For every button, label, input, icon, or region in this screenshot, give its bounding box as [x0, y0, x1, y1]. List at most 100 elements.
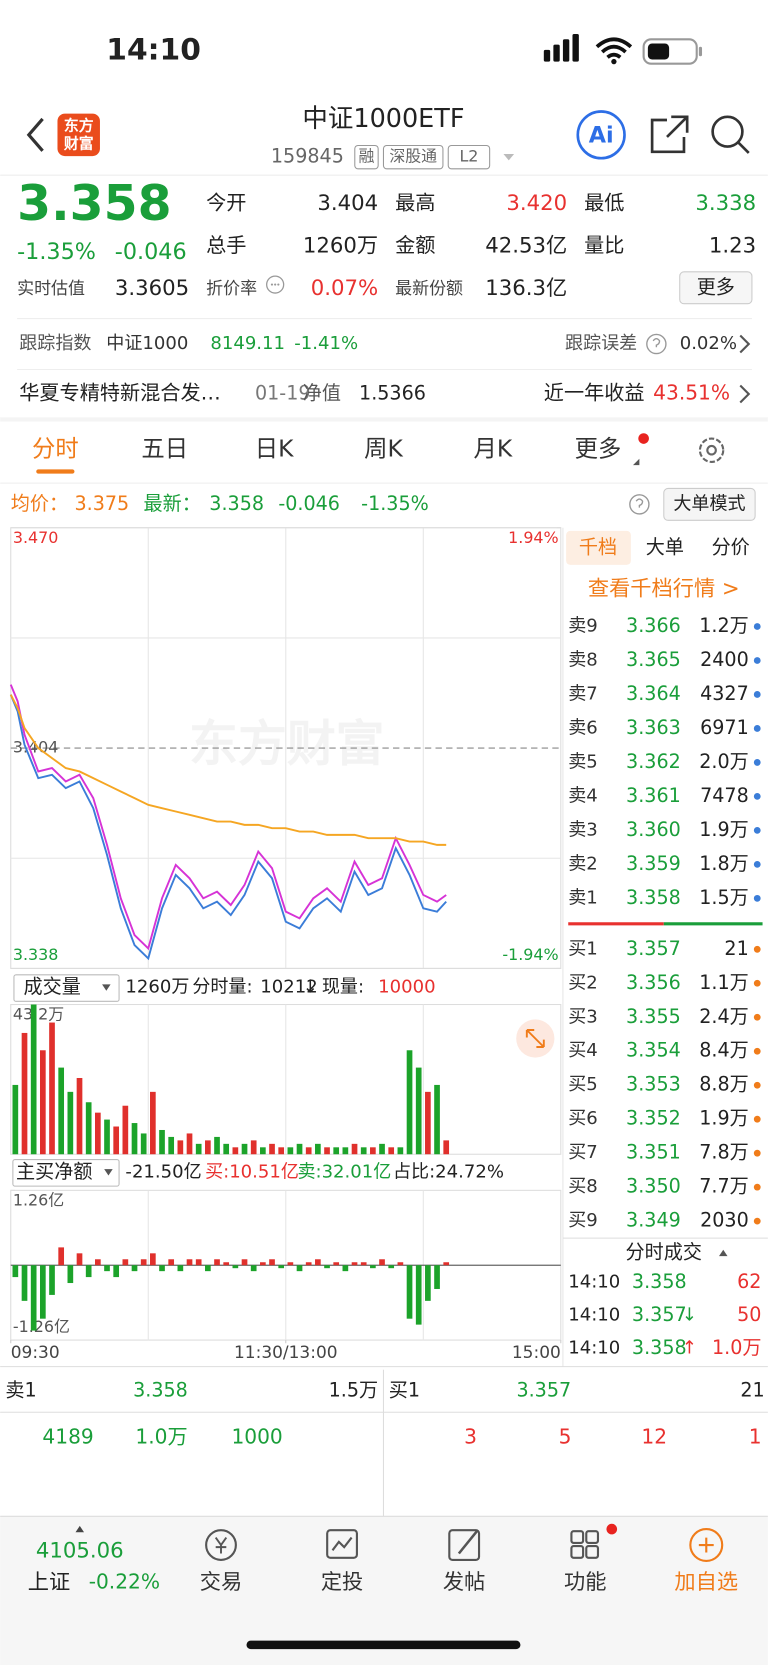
- search-button[interactable]: [711, 115, 744, 148]
- price-line: [9, 694, 447, 846]
- bar: [269, 1143, 275, 1155]
- last-price: 3.358: [17, 175, 171, 232]
- chart-tab[interactable]: 月K: [473, 435, 512, 463]
- order-book-link[interactable]: 查看千档行情 >: [588, 576, 740, 601]
- bottom-nav: [0, 1516, 768, 1665]
- chart-tab[interactable]: 分时: [32, 435, 79, 463]
- bar: [122, 1105, 129, 1155]
- bar: [85, 1265, 92, 1278]
- volume-selector[interactable]: [13, 974, 120, 1002]
- chart-tab[interactable]: 更多: [575, 435, 622, 463]
- summary-bid-label: 买1: [389, 1379, 420, 1402]
- mode-button-label[interactable]: 大单模式: [673, 493, 745, 514]
- nav-item[interactable]: 功能: [564, 1570, 606, 1595]
- bar: [150, 1091, 156, 1155]
- bar: [95, 1259, 101, 1266]
- avg-label: 均价：: [11, 492, 68, 515]
- chart-tab[interactable]: 日K: [255, 435, 294, 463]
- volume-selector-label[interactable]: 成交量: [23, 975, 80, 998]
- index-value[interactable]: 4105.06: [36, 1538, 124, 1563]
- tracking-index: 中证1000: [106, 333, 188, 354]
- bar: [388, 1265, 395, 1269]
- info-icon: [635, 498, 644, 508]
- level-volume: 2.4万: [699, 1005, 749, 1028]
- summary-ask-price: 3.358: [133, 1379, 188, 1402]
- order-book-tab[interactable]: 分价: [712, 535, 750, 558]
- index-pct[interactable]: -0.22%: [89, 1570, 160, 1594]
- price-line: [9, 684, 447, 951]
- field-value: 42.53亿: [485, 233, 567, 258]
- chart-tab[interactable]: 五日: [141, 435, 188, 463]
- level-volume: 1.5万: [699, 886, 749, 909]
- nav-icon: [698, 1537, 714, 1553]
- bar: [159, 1129, 165, 1155]
- wifi-icon: [595, 37, 633, 59]
- flow-selector[interactable]: [12, 1159, 120, 1187]
- nav-item[interactable]: 加自选: [674, 1570, 738, 1595]
- order-book-tab[interactable]: 大单: [646, 535, 684, 558]
- y-tick-label: -1.26亿: [13, 1317, 70, 1336]
- bar: [305, 1147, 312, 1155]
- chart-tab[interactable]: 周K: [364, 435, 403, 463]
- more-button[interactable]: [679, 271, 753, 305]
- bar: [406, 1050, 413, 1155]
- more-button-label[interactable]: 更多: [697, 275, 735, 298]
- chevron: [739, 384, 751, 404]
- level-dot: [753, 1115, 761, 1123]
- bar: [95, 1112, 101, 1155]
- share-button[interactable]: [650, 115, 689, 154]
- dropdown-arrow[interactable]: [503, 153, 515, 161]
- fund-name[interactable]: 华夏专精特新混合发…: [19, 380, 221, 404]
- back-button[interactable]: [26, 117, 44, 152]
- bar: [296, 1265, 303, 1272]
- summary-cell: 1000: [231, 1424, 282, 1448]
- level-dot: [753, 860, 761, 868]
- dropdown-arrow: [102, 984, 111, 991]
- bar: [76, 1077, 83, 1155]
- bar: [21, 1032, 28, 1155]
- settings-button[interactable]: [698, 437, 725, 463]
- tag: 融: [359, 147, 375, 166]
- bar: [21, 1265, 28, 1301]
- flow-selector-label[interactable]: 主买净额: [16, 1160, 92, 1183]
- bar: [287, 1262, 294, 1266]
- level-volume: 6971: [700, 716, 749, 739]
- bar: [241, 1259, 248, 1266]
- bar: [260, 1147, 266, 1155]
- nav-item[interactable]: 交易: [200, 1570, 242, 1595]
- trade-time: 14:10: [568, 1272, 620, 1293]
- level-volume: 1.1万: [699, 971, 749, 994]
- field-label: 量比: [584, 233, 624, 257]
- summary-ask-label: 卖1: [5, 1379, 36, 1402]
- nav-icon: [214, 1537, 228, 1554]
- y-tick-label: 3.404: [13, 738, 59, 757]
- bar: [122, 1259, 129, 1266]
- ai-button[interactable]: [576, 110, 626, 160]
- mode-button[interactable]: [663, 487, 756, 521]
- watermark: 东方财富: [189, 716, 384, 773]
- current-volume: 10000: [378, 977, 435, 998]
- flow-ratio: 占比:24.72%: [393, 1161, 504, 1182]
- bar: [58, 1067, 65, 1155]
- summary-cell: 12: [641, 1424, 667, 1448]
- collapse-arrow: [719, 1249, 728, 1257]
- field-label: 金额: [395, 233, 435, 257]
- y-tick-label: 3.338: [13, 945, 59, 964]
- ai-label[interactable]: Ai: [589, 122, 614, 148]
- nav-item[interactable]: 定投: [321, 1570, 363, 1595]
- order-book-tab[interactable]: 千档: [579, 535, 617, 558]
- level-dot: [753, 725, 761, 732]
- trade-time: 14:10: [568, 1305, 620, 1326]
- level-volume: 8.4万: [699, 1039, 749, 1062]
- level-dot: [753, 945, 761, 953]
- bar: [333, 1262, 340, 1266]
- bar: [406, 1265, 413, 1319]
- info-icon: [646, 333, 667, 355]
- level-volume: 2400: [700, 648, 749, 671]
- tag-box: [354, 144, 379, 170]
- index-name[interactable]: 上证: [28, 1570, 70, 1595]
- nav-item[interactable]: 发帖: [443, 1570, 485, 1595]
- level-price: 3.364: [626, 682, 681, 705]
- logo: [57, 113, 100, 157]
